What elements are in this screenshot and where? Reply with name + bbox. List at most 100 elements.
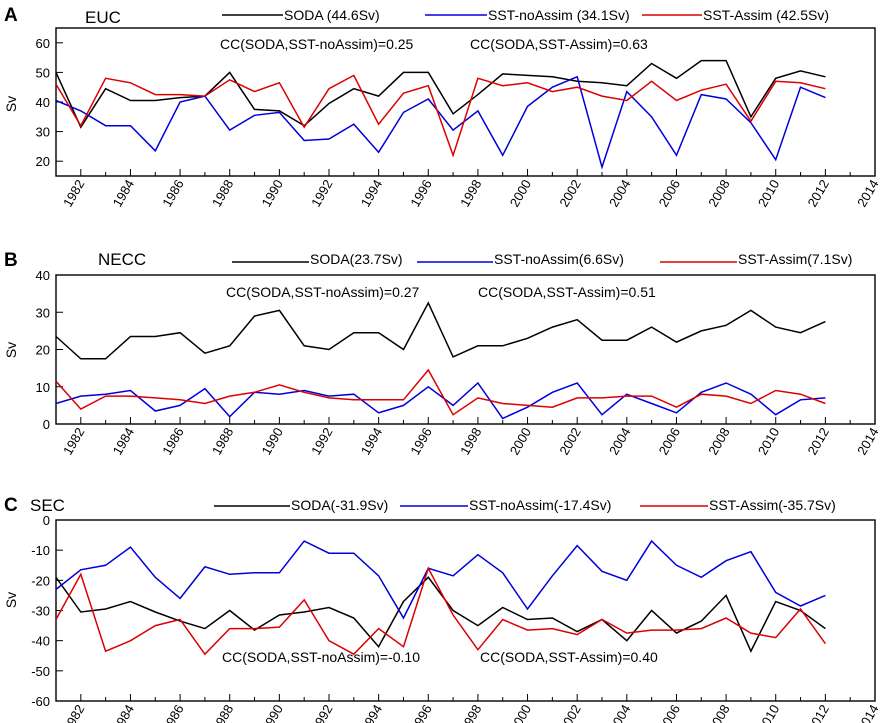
x-tick-label: 1994 <box>358 177 385 210</box>
panel-letter: B <box>4 250 18 271</box>
x-tick-label: 1998 <box>457 425 484 458</box>
x-tick-label: 1996 <box>407 702 434 723</box>
x-tick-label: 1990 <box>259 702 286 723</box>
legend-label-sst-assim: SST-Assim (42.5Sv) <box>703 7 829 23</box>
x-tick-label: 2014 <box>854 177 881 210</box>
legend-label-sst-assim: SST-Assim(-35.7Sv) <box>709 497 836 513</box>
panel-necc: B NECC SODA(23.7Sv) SST-noAssim(6.6Sv) S… <box>3 250 882 458</box>
cc-annotation-assim: CC(SODA,SST-Assim)=0.51 <box>478 284 656 300</box>
x-tick-label: 1994 <box>358 425 385 458</box>
x-tick-label: 2002 <box>556 425 583 458</box>
legend-label-soda: SODA (44.6Sv) <box>284 7 380 23</box>
x-tick-label: 1982 <box>60 425 87 458</box>
y-tick-label: 60 <box>36 36 50 51</box>
y-tick-label: 0 <box>43 513 50 528</box>
legend-label-sst-noassim: SST-noAssim (34.1Sv) <box>488 7 630 23</box>
y-tick-label: 30 <box>36 125 50 140</box>
y-tick-label: 40 <box>36 95 50 110</box>
x-tick-label: 2002 <box>556 177 583 210</box>
cc-annotation-noassim: CC(SODA,SST-noAssim)=0.25 <box>220 36 414 52</box>
x-tick-label: 2006 <box>656 177 683 210</box>
x-tick-label: 1994 <box>358 702 385 723</box>
x-tick-label: 1992 <box>308 177 335 210</box>
y-tick-label: 20 <box>36 154 50 169</box>
series-line-sst-assim <box>55 74 826 158</box>
x-tick-label: 2004 <box>606 425 633 458</box>
series-line-soda <box>55 576 826 653</box>
plot-frame <box>55 519 876 702</box>
series-line-soda <box>55 59 826 129</box>
x-tick-label: 2000 <box>507 702 534 723</box>
x-tick-label: 2006 <box>656 702 683 723</box>
x-tick-label: 1996 <box>407 425 434 458</box>
series-layer <box>55 301 826 420</box>
legend-label-sst-noassim: SST-noAssim(-17.4Sv) <box>469 497 611 513</box>
x-tick-label: 1988 <box>209 177 236 210</box>
x-tick-label: 1990 <box>259 177 286 210</box>
legend-label-soda: SODA(23.7Sv) <box>310 251 403 267</box>
y-tick-label: -60 <box>31 694 50 709</box>
y-tick-label: -20 <box>31 573 50 588</box>
x-tick-label: 2004 <box>606 702 633 723</box>
y-axis-label: Sv <box>3 592 19 608</box>
plot-axes: 1982 1984 1986 1988 1990 1992 1994 1996 1998 2000… <box>31 513 881 723</box>
x-tick-label: 1998 <box>457 177 484 210</box>
x-tick-label: 2012 <box>805 702 832 723</box>
x-tick-label: 1984 <box>110 702 137 723</box>
x-tick-label: 2006 <box>656 425 683 458</box>
x-tick-label: 1998 <box>457 702 484 723</box>
x-tick-label: 2002 <box>556 702 583 723</box>
y-tick-label: -50 <box>31 664 50 679</box>
y-tick-label: 50 <box>36 65 50 80</box>
series-line-sst-noassim <box>55 539 826 620</box>
panel-euc: A EUC SODA (44.6Sv) SST-noAssim (34.1Sv)… <box>3 5 882 210</box>
series-line-sst-assim <box>55 566 827 656</box>
y-tick-label: 10 <box>36 380 50 395</box>
x-tick-label: 2012 <box>805 177 832 210</box>
x-tick-label: 1984 <box>110 177 137 210</box>
series-line-sst-noassim <box>55 75 826 170</box>
y-tick-label: -10 <box>31 543 50 558</box>
x-tick-label: 2010 <box>755 177 782 210</box>
series-layer <box>55 59 826 170</box>
panel-title: EUC <box>85 8 121 27</box>
y-tick-label: 30 <box>36 305 50 320</box>
y-tick-label: -40 <box>31 634 50 649</box>
x-tick-label: 1988 <box>209 425 236 458</box>
cc-annotation-assim: CC(SODA,SST-Assim)=0.40 <box>480 649 658 665</box>
x-tick-label: 1986 <box>159 425 186 458</box>
series-layer <box>55 539 827 656</box>
series-line-soda <box>55 301 826 360</box>
plot-frame <box>55 27 876 177</box>
x-tick-label: 2010 <box>755 702 782 723</box>
x-tick-label: 1996 <box>407 177 434 210</box>
x-tick-label: 1986 <box>159 702 186 723</box>
x-tick-label: 2008 <box>705 425 732 458</box>
x-tick-label: 2008 <box>705 177 732 210</box>
y-tick-label: 0 <box>43 417 50 432</box>
cc-annotation-assim: CC(SODA,SST-Assim)=0.63 <box>470 36 648 52</box>
x-tick-label: 1992 <box>308 702 335 723</box>
x-tick-label: 1986 <box>159 177 186 210</box>
legend-label-sst-assim: SST-Assim(7.1Sv) <box>738 251 852 267</box>
y-tick-label: 20 <box>36 343 50 358</box>
cc-annotation-noassim: CC(SODA,SST-noAssim)=-0.10 <box>222 649 420 665</box>
y-axis-label: Sv <box>3 342 19 358</box>
x-tick-label: 2014 <box>854 425 881 458</box>
x-tick-label: 2012 <box>805 425 832 458</box>
x-tick-label: 1988 <box>209 702 236 723</box>
plot-axes: 1982 1984 1986 1988 1990 1992 1994 1996 1998 2000… <box>36 268 882 458</box>
x-tick-label: 2004 <box>606 177 633 210</box>
x-tick-label: 1990 <box>259 425 286 458</box>
x-tick-label: 2010 <box>755 425 782 458</box>
legend-label-sst-noassim: SST-noAssim(6.6Sv) <box>494 251 624 267</box>
panel-letter: A <box>4 5 18 26</box>
x-tick-label: 1982 <box>60 177 87 210</box>
plot-frame <box>55 274 876 425</box>
y-axis-label: Sv <box>3 96 19 112</box>
cc-annotation-noassim: CC(SODA,SST-noAssim)=0.27 <box>226 284 420 300</box>
panel-title: NECC <box>98 250 146 269</box>
panel-letter: C <box>4 495 18 516</box>
x-tick-label: 1992 <box>308 425 335 458</box>
